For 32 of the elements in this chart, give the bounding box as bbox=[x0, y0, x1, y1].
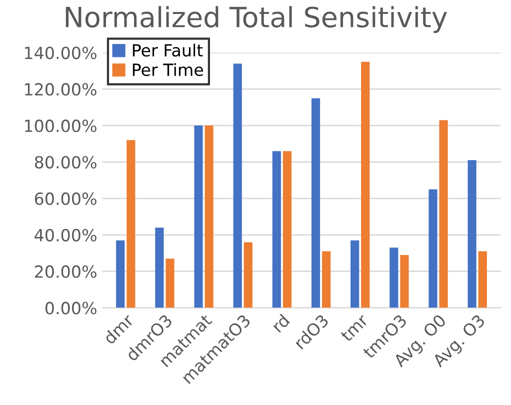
bar bbox=[468, 160, 476, 308]
y-tick-label: 80.00% bbox=[34, 156, 96, 169]
bar bbox=[322, 251, 331, 308]
bar bbox=[272, 151, 281, 308]
y-tick-label: 120.00% bbox=[25, 83, 96, 96]
bar bbox=[390, 248, 398, 308]
bar bbox=[428, 189, 438, 308]
bar bbox=[126, 140, 136, 308]
bar bbox=[282, 151, 292, 308]
y-tick-label: 40.00% bbox=[34, 228, 96, 242]
y-tick-label: 60.00% bbox=[34, 192, 96, 206]
y-tick-label: 20.00% bbox=[35, 265, 96, 278]
bar bbox=[478, 251, 487, 308]
y-tick-label: 140.00% bbox=[25, 46, 96, 60]
x-tick-label: rd bbox=[270, 314, 290, 333]
bar bbox=[194, 126, 203, 308]
bar bbox=[361, 62, 370, 308]
y-tick-label: 0.00% bbox=[45, 302, 96, 314]
bar bbox=[244, 242, 252, 308]
bar bbox=[116, 240, 125, 308]
bar bbox=[439, 120, 448, 308]
bar bbox=[400, 254, 409, 308]
chart-title: Normalized Total Sensitivity bbox=[66, 6, 448, 33]
bar bbox=[155, 228, 164, 308]
bar bbox=[166, 258, 174, 308]
legend-label: Per Fault bbox=[132, 44, 203, 57]
bar bbox=[233, 64, 242, 308]
legend-label: Per Time bbox=[132, 63, 204, 76]
bar bbox=[311, 98, 320, 308]
y-tick-label: 100.00% bbox=[25, 120, 96, 132]
bar bbox=[204, 126, 214, 308]
bar bbox=[350, 240, 360, 308]
